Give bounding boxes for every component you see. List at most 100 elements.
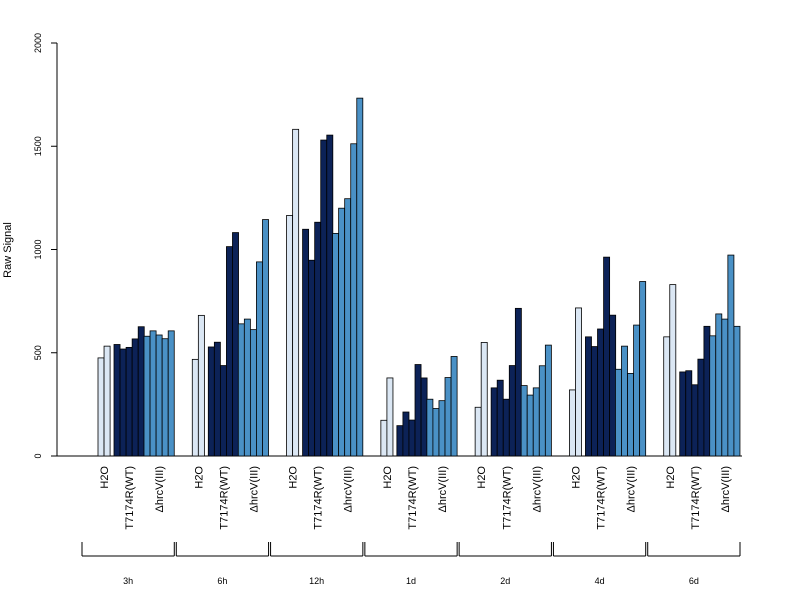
bar-6h-1-2 <box>219 365 227 457</box>
bar-3h-2-1 <box>149 330 157 457</box>
bar-12h-1-1 <box>308 259 316 457</box>
treatment-label: ΔhrcV(III) <box>154 466 166 512</box>
bar-12h-2-4 <box>356 97 364 457</box>
bar-6d-2-4 <box>733 325 741 457</box>
bar-3h-1-2 <box>125 346 133 457</box>
bar-2d-1-2 <box>502 398 510 457</box>
bar-3h-0-1 <box>103 345 111 457</box>
bar-2d-2-0 <box>520 385 528 457</box>
treatment-label: H2O <box>382 466 394 489</box>
bar-1d-2-1 <box>432 408 440 457</box>
bar-12h-2-2 <box>344 198 352 457</box>
y-tick-label: 0 <box>33 453 43 458</box>
bar-1d-0-0 <box>380 419 388 457</box>
bar-2d-1-0 <box>490 387 498 457</box>
bar-6h-2-0 <box>237 323 245 457</box>
treatment-label: ΔhrcV(III) <box>248 466 260 512</box>
bar-1d-0-1 <box>386 377 394 457</box>
bar-2d-0-1 <box>480 342 488 457</box>
bar-1d-2-3 <box>444 377 452 457</box>
bar-2d-1-3 <box>508 365 516 457</box>
bar-4d-1-2 <box>597 328 604 457</box>
bar-6d-0-0 <box>663 336 671 457</box>
timepoint-label: 12h <box>309 576 324 586</box>
y-tick-label: 1000 <box>33 239 43 259</box>
bar-6h-0-0 <box>191 358 199 457</box>
bar-2d-1-1 <box>496 379 504 457</box>
bar-6h-2-4 <box>262 219 269 457</box>
bar-1d-2-4 <box>450 356 458 457</box>
bar-3h-2-0 <box>143 335 151 457</box>
bar-12h-2-0 <box>332 232 340 457</box>
bar-3h-1-4 <box>137 326 145 457</box>
bar-6h-1-3 <box>226 246 233 457</box>
treatment-label: T7174R(WT) <box>218 466 230 530</box>
treatment-label: H2O <box>476 466 488 489</box>
bar-6h-1-0 <box>207 346 215 457</box>
treatment-label: T7174R(WT) <box>407 466 419 530</box>
y-tick-label: 1500 <box>33 136 43 156</box>
treatment-label: H2O <box>665 466 677 489</box>
bar-2d-1-4 <box>514 307 522 457</box>
bar-6h-0-1 <box>197 314 205 457</box>
bar-12h-0-0 <box>286 215 294 457</box>
bar-2d-2-4 <box>544 344 552 457</box>
bar-4d-0-0 <box>569 389 576 457</box>
bar-1d-1-4 <box>420 377 428 457</box>
treatment-label: ΔhrcV(III) <box>343 466 355 512</box>
y-tick-label: 2000 <box>33 33 43 53</box>
bar-6d-2-3 <box>727 254 735 457</box>
bar-4d-1-0 <box>585 336 592 457</box>
bar-6d-1-2 <box>691 384 699 457</box>
treatment-label: ΔhrcV(III) <box>720 466 732 512</box>
treatment-label: H2O <box>99 466 111 489</box>
bar-3h-1-0 <box>113 344 121 457</box>
bar-1d-1-0 <box>396 425 404 457</box>
bar-6d-0-1 <box>669 284 677 457</box>
treatment-label: H2O <box>193 466 205 489</box>
bar-6d-1-0 <box>679 371 687 457</box>
bar-2d-2-2 <box>532 387 540 457</box>
bar-6d-1-4 <box>703 325 711 457</box>
bar-12h-0-1 <box>292 128 300 457</box>
bar-4d-2-0 <box>615 368 622 457</box>
treatment-label: T7174R(WT) <box>596 466 608 530</box>
bar-4d-1-4 <box>609 314 617 457</box>
timepoint-label: 2d <box>500 576 510 586</box>
bar-6h-2-1 <box>243 318 251 457</box>
timepoint-label: 3h <box>123 576 133 586</box>
bar-12h-1-0 <box>302 228 310 457</box>
bar-2d-2-1 <box>526 394 534 457</box>
bar-4d-1-1 <box>591 346 598 457</box>
bar-6d-1-1 <box>685 370 693 457</box>
treatment-label: H2O <box>288 466 300 489</box>
bar-4d-2-2 <box>627 372 634 457</box>
treatment-label: T7174R(WT) <box>313 466 325 530</box>
treatment-label: T7174R(WT) <box>124 466 136 530</box>
bar-6h-1-1 <box>213 341 221 457</box>
timepoint-label: 4d <box>595 576 605 586</box>
bar-12h-1-4 <box>326 134 334 457</box>
treatment-label: T7174R(WT) <box>501 466 513 530</box>
treatment-label: ΔhrcV(III) <box>531 466 543 512</box>
bar-3h-2-2 <box>155 334 163 457</box>
bar-6d-2-1 <box>715 313 723 457</box>
bar-2d-2-3 <box>538 365 546 457</box>
treatment-label: H2O <box>571 466 583 489</box>
bar-6h-2-3 <box>256 261 263 457</box>
bar-3h-2-3 <box>161 338 169 457</box>
bar-4d-0-1 <box>575 307 582 457</box>
bar-3h-1-1 <box>119 348 127 457</box>
bar-3h-1-3 <box>131 338 139 457</box>
bar-6d-1-3 <box>697 358 705 457</box>
bar-3h-0-0 <box>97 357 105 457</box>
bar-4d-2-3 <box>633 324 641 457</box>
bar-1d-1-2 <box>408 419 416 457</box>
bar-12h-2-3 <box>350 143 358 457</box>
timepoint-label: 1d <box>406 576 416 586</box>
y-axis-label: Raw Signal <box>2 222 14 278</box>
bar-1d-1-1 <box>402 411 410 457</box>
bar-4d-2-1 <box>621 345 628 457</box>
